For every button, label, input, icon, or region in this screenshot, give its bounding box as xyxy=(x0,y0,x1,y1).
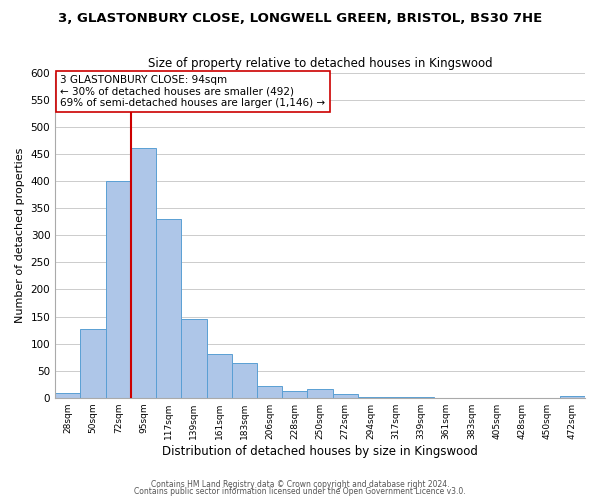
Bar xyxy=(131,148,156,398)
Bar xyxy=(282,391,307,398)
X-axis label: Distribution of detached houses by size in Kingswood: Distribution of detached houses by size … xyxy=(162,444,478,458)
Bar xyxy=(55,394,80,398)
Bar xyxy=(307,388,332,398)
Bar xyxy=(409,397,434,398)
Text: 3 GLASTONBURY CLOSE: 94sqm
← 30% of detached houses are smaller (492)
69% of sem: 3 GLASTONBURY CLOSE: 94sqm ← 30% of deta… xyxy=(61,74,326,108)
Y-axis label: Number of detached properties: Number of detached properties xyxy=(15,148,25,323)
Bar xyxy=(560,396,585,398)
Text: Contains public sector information licensed under the Open Government Licence v3: Contains public sector information licen… xyxy=(134,487,466,496)
Bar xyxy=(181,320,206,398)
Text: 3, GLASTONBURY CLOSE, LONGWELL GREEN, BRISTOL, BS30 7HE: 3, GLASTONBURY CLOSE, LONGWELL GREEN, BR… xyxy=(58,12,542,26)
Title: Size of property relative to detached houses in Kingswood: Size of property relative to detached ho… xyxy=(148,58,493,70)
Bar xyxy=(332,394,358,398)
Bar xyxy=(383,397,409,398)
Bar xyxy=(358,397,383,398)
Bar xyxy=(232,362,257,398)
Bar xyxy=(80,329,106,398)
Text: Contains HM Land Registry data © Crown copyright and database right 2024.: Contains HM Land Registry data © Crown c… xyxy=(151,480,449,489)
Bar xyxy=(156,219,181,398)
Bar xyxy=(106,182,131,398)
Bar xyxy=(257,386,282,398)
Bar xyxy=(206,354,232,398)
